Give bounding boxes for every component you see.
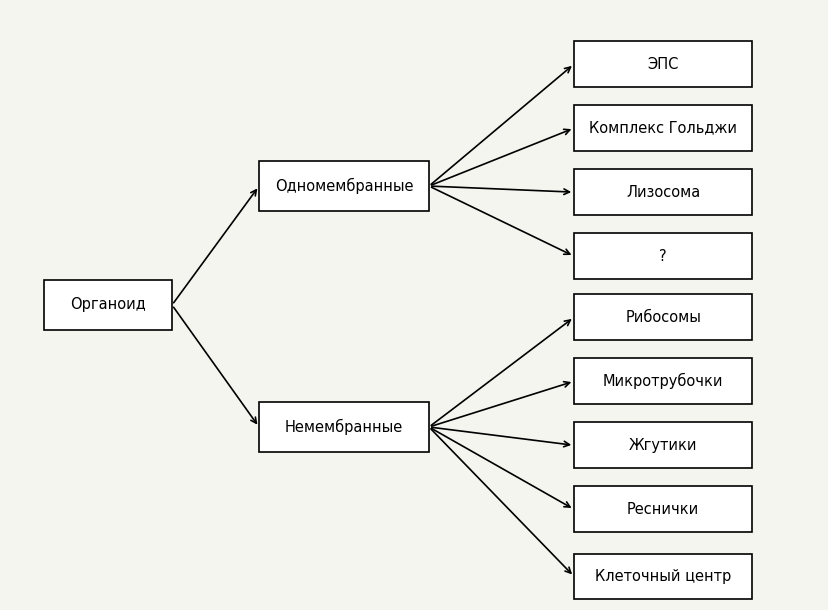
FancyBboxPatch shape xyxy=(573,105,752,151)
FancyBboxPatch shape xyxy=(573,358,752,404)
Text: Реснички: Реснички xyxy=(626,502,699,517)
Text: Микротрубочки: Микротрубочки xyxy=(602,373,723,389)
FancyBboxPatch shape xyxy=(258,161,429,211)
FancyBboxPatch shape xyxy=(573,487,752,532)
Text: Клеточный центр: Клеточный центр xyxy=(595,569,730,584)
Text: Органоид: Органоид xyxy=(70,298,146,312)
FancyBboxPatch shape xyxy=(573,295,752,340)
FancyBboxPatch shape xyxy=(573,554,752,599)
Text: Жгутики: Жгутики xyxy=(628,438,696,453)
FancyBboxPatch shape xyxy=(573,41,752,87)
Text: Рибосомы: Рибосомы xyxy=(624,310,700,325)
FancyBboxPatch shape xyxy=(573,422,752,468)
Text: Одномембранные: Одномембранные xyxy=(274,178,413,194)
FancyBboxPatch shape xyxy=(258,402,429,452)
FancyBboxPatch shape xyxy=(44,280,172,330)
Text: ?: ? xyxy=(658,249,667,264)
Text: ЭПС: ЭПС xyxy=(647,57,678,71)
Text: Лизосома: Лизосома xyxy=(625,185,700,199)
FancyBboxPatch shape xyxy=(573,169,752,215)
FancyBboxPatch shape xyxy=(573,234,752,279)
Text: Комплекс Гольджи: Комплекс Гольджи xyxy=(589,121,736,135)
Text: Немембранные: Немембранные xyxy=(285,419,402,435)
